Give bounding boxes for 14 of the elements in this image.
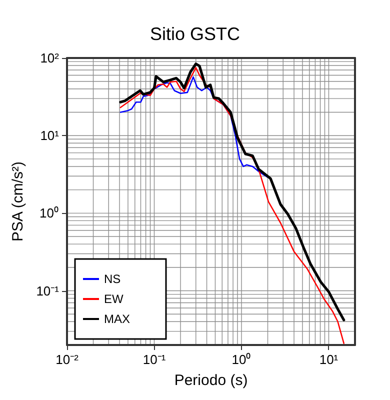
y-tick-label: 10² bbox=[40, 50, 60, 66]
legend-label: EW bbox=[104, 292, 124, 306]
x-tick-label: 10¹ bbox=[319, 352, 339, 367]
x-tick-label: 10⁰ bbox=[232, 352, 252, 367]
y-tick-label: 10⁻¹ bbox=[36, 283, 60, 298]
y-tick-label: 10⁰ bbox=[40, 206, 59, 221]
chart-title: Sitio GSTC bbox=[150, 24, 240, 44]
x-tick-label: 10⁻¹ bbox=[142, 352, 166, 367]
y-tick-label: 10¹ bbox=[40, 128, 60, 144]
legend-label: NS bbox=[104, 272, 121, 286]
x-axis-title: Periodo (s) bbox=[174, 372, 248, 389]
x-tick-label: 10⁻² bbox=[56, 352, 80, 367]
y-axis-title: PSA (cm/s²) bbox=[9, 161, 26, 242]
legend-label: MAX bbox=[104, 312, 130, 326]
